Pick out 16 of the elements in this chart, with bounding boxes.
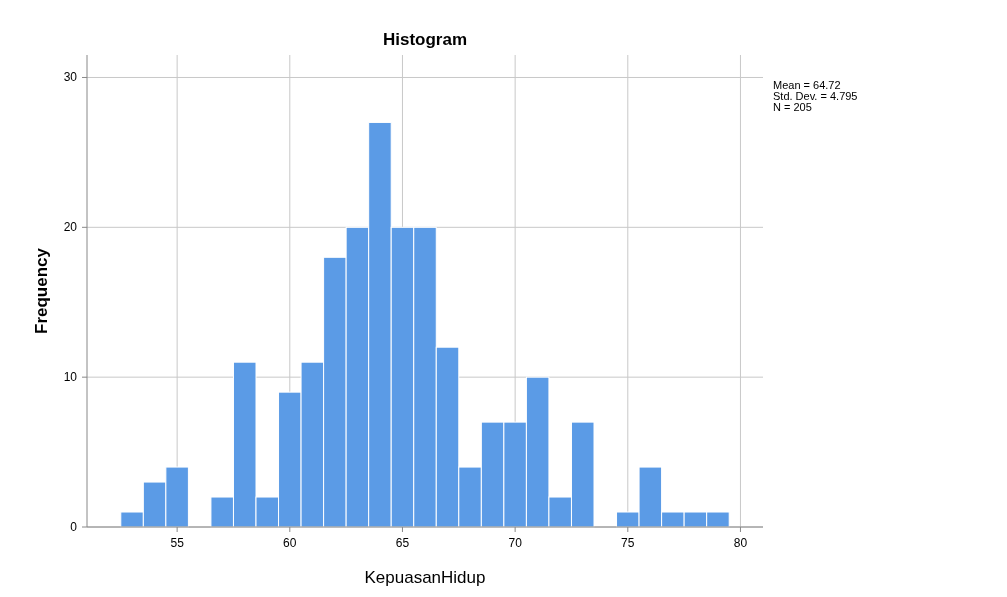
x-tick-label: 55 bbox=[170, 536, 185, 550]
text: N = 205 bbox=[773, 101, 812, 113]
x-tick-label: 60 bbox=[283, 536, 297, 550]
y-tick-label: 30 bbox=[63, 70, 78, 85]
x-tick-label: 65 bbox=[395, 536, 410, 550]
text: Std. Dev. = 4.795 bbox=[773, 90, 858, 102]
x-axis-title: KepuasanHidup bbox=[364, 568, 486, 587]
y-tick-label: 20 bbox=[63, 220, 78, 235]
text: Mean = 64.72 bbox=[773, 79, 841, 91]
y-axis-title: Frequency bbox=[32, 247, 51, 334]
chart-title: Histogram bbox=[382, 30, 468, 49]
x-tick-label: 80 bbox=[733, 536, 748, 550]
y-tick-label: 10 bbox=[63, 370, 78, 385]
y-tick-label: 0 bbox=[70, 520, 78, 534]
x-tick-label: 75 bbox=[621, 536, 635, 550]
x-tick-label: 70 bbox=[508, 536, 523, 550]
